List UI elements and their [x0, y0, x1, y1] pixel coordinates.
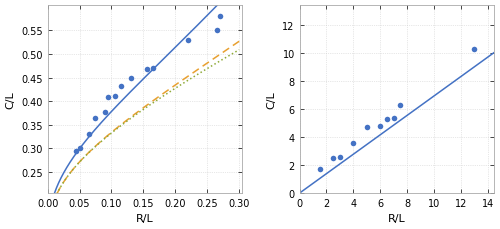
X-axis label: R/L: R/L: [136, 213, 154, 224]
X-axis label: R/L: R/L: [388, 213, 406, 224]
Y-axis label: C/L: C/L: [6, 90, 16, 108]
Y-axis label: C/L: C/L: [267, 90, 277, 108]
